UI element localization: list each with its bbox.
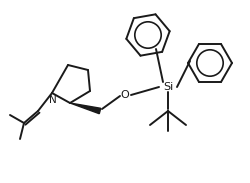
Text: O: O (120, 90, 130, 100)
Text: N: N (49, 95, 57, 105)
Polygon shape (70, 103, 101, 114)
Text: Si: Si (163, 82, 173, 92)
